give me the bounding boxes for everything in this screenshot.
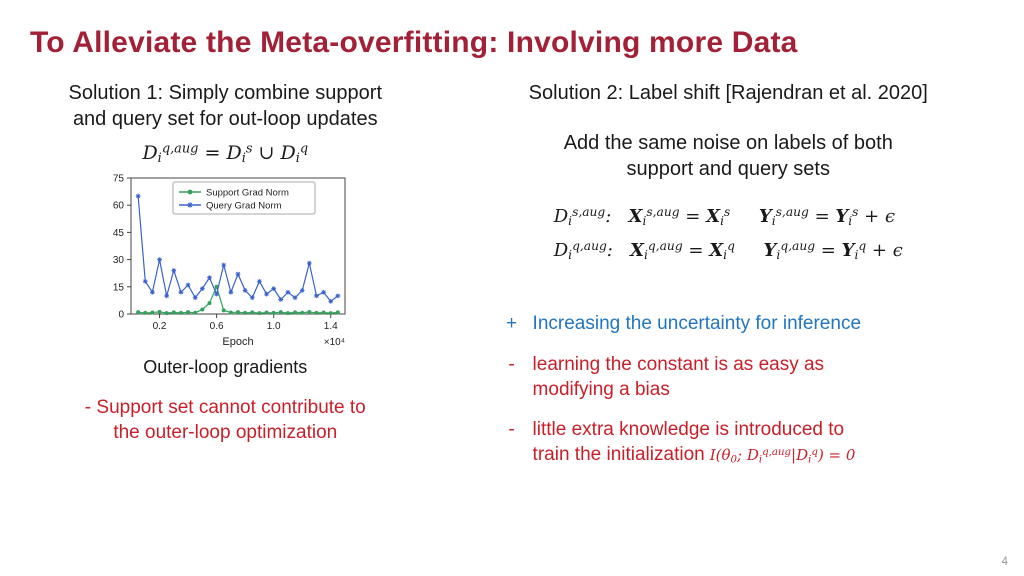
gradient-norm-chart: 0 15 30 45 60 75 0.2 0.6 1.0 1.4 Epoch ×10⁴ Support … [113, 174, 346, 348]
solution-2-subheading: Add the same noise on labels of both sup… [563, 132, 893, 180]
pro-con-list: + Increasing the uncertainty for inferen… [451, 312, 1006, 467]
plus-marker: + [505, 313, 518, 335]
svg-text:30: 30 [113, 255, 125, 266]
svg-text:15: 15 [113, 282, 125, 293]
chart-caption: Outer-loop gradients [143, 357, 308, 377]
con-text-2: little extra knowledge is introduced to … [533, 418, 856, 467]
minus-marker: - [508, 354, 515, 376]
slide-title: To Alleviate the Meta-overfitting: Invol… [30, 26, 798, 59]
solution-1-formula: Diq,aug = Dis ∪ Diq [142, 141, 309, 167]
solution-1-heading: Solution 1: Simply combine support and q… [68, 82, 383, 130]
page-number: 4 [1001, 554, 1008, 568]
svg-text:Query Grad Norm: Query Grad Norm [206, 201, 282, 212]
svg-text:60: 60 [113, 201, 125, 212]
label-shift-formulas: Dis,aug: Xis,aug = Xis Yis,aug = Yis + ϵ… [554, 200, 903, 268]
support-aug-formula: Dis,aug: Xis,aug = Xis Yis,aug = Yis + ϵ [553, 204, 896, 229]
minus-marker: - [508, 419, 515, 441]
content-columns: Solution 1: Simply combine support and q… [0, 80, 1024, 468]
con-text-2-math: I(θ0; Diq,aug|Diq) = 0 [709, 446, 856, 466]
slide: To Alleviate the Meta-overfitting: Invol… [0, 26, 1024, 568]
svg-text:0.2: 0.2 [153, 321, 167, 332]
svg-text:0: 0 [119, 310, 125, 321]
svg-text:Support Grad Norm: Support Grad Norm [206, 188, 289, 199]
con-text-1: learning the constant is as easy as modi… [532, 354, 825, 400]
con-text-2-main: little extra knowledge is introduced to … [532, 419, 845, 466]
solution-2-heading: Solution 2: Label shift [Rajendran et al… [528, 82, 928, 104]
pro-bullet: + Increasing the uncertainty for inferen… [505, 312, 1006, 337]
svg-text:1.4: 1.4 [324, 321, 338, 332]
con-bullet-2: - little extra knowledge is introduced t… [505, 418, 1006, 467]
solution-1-con-text: - Support set cannot contribute to the o… [84, 397, 366, 443]
solution-2-column: Solution 2: Label shift [Rajendran et al… [451, 80, 1024, 468]
svg-text:0.6: 0.6 [210, 321, 224, 332]
svg-text:45: 45 [113, 228, 125, 239]
con-bullet-1: - learning the constant is as easy as mo… [505, 353, 1006, 402]
solution-1-column: Solution 1: Simply combine support and q… [0, 80, 451, 468]
gradient-chart-wrap: 0 15 30 45 60 75 0.2 0.6 1.0 1.4 Epoch ×10⁴ Support … [91, 168, 359, 357]
svg-text:Epoch: Epoch [223, 336, 254, 348]
svg-text:75: 75 [113, 174, 125, 185]
pro-text: Increasing the uncertainty for inference [532, 313, 862, 335]
svg-text:×10⁴: ×10⁴ [324, 337, 345, 348]
query-aug-formula: Diq,aug: Xiq,aug = Xiq Yiq,aug = Yiq + ϵ [553, 239, 903, 263]
svg-text:1.0: 1.0 [267, 321, 281, 332]
